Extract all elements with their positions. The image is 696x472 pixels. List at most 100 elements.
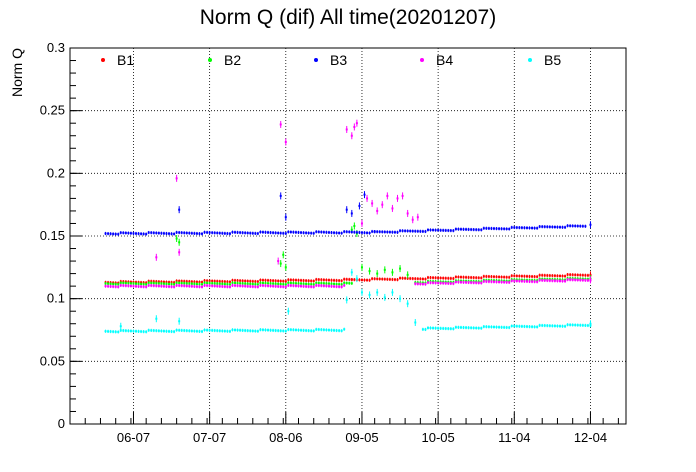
- data-point: [157, 282, 160, 285]
- data-point: [122, 282, 125, 285]
- data-point: [208, 284, 211, 287]
- data-point: [429, 326, 432, 329]
- data-point: [447, 327, 450, 330]
- data-point: [325, 231, 328, 234]
- data-point: [282, 329, 285, 332]
- data-point: [279, 329, 282, 332]
- data-point: [391, 207, 394, 210]
- data-point: [193, 285, 196, 288]
- data-point: [343, 278, 346, 281]
- data-point: [432, 281, 435, 284]
- legend-label-b1: B1: [117, 52, 134, 68]
- data-point: [109, 285, 112, 288]
- data-point: [147, 281, 150, 284]
- data-point: [147, 231, 150, 234]
- data-point: [576, 324, 579, 327]
- data-point: [416, 282, 419, 285]
- data-point: [150, 282, 153, 285]
- data-point: [564, 280, 567, 283]
- data-point: [188, 232, 191, 235]
- data-point: [249, 282, 252, 285]
- data-point: [256, 285, 259, 288]
- data-point: [211, 284, 214, 287]
- data-point: [178, 282, 181, 285]
- data-point: [119, 284, 122, 287]
- data-point: [317, 328, 320, 331]
- data-point: [249, 280, 252, 283]
- data-point: [137, 232, 140, 235]
- data-point: [444, 277, 447, 280]
- data-point: [289, 231, 292, 234]
- data-point: [294, 282, 297, 285]
- data-point: [150, 329, 153, 332]
- data-point: [140, 281, 143, 284]
- data-point: [193, 232, 196, 235]
- data-point: [300, 285, 303, 288]
- data-point: [411, 277, 414, 280]
- data-point: [155, 280, 158, 283]
- data-point: [510, 325, 513, 328]
- data-point: [589, 278, 592, 281]
- data-point: [391, 291, 394, 294]
- data-point: [338, 329, 341, 332]
- data-point: [246, 231, 249, 234]
- data-point: [175, 231, 178, 234]
- data-point: [180, 231, 183, 234]
- data-point: [310, 329, 313, 332]
- data-point: [376, 209, 379, 212]
- data-point: [127, 282, 130, 285]
- data-point: [203, 328, 206, 331]
- data-point: [492, 280, 495, 283]
- data-point: [581, 225, 584, 228]
- data-point: [543, 324, 546, 327]
- data-point: [533, 275, 536, 278]
- data-point: [218, 282, 221, 285]
- data-point: [300, 231, 303, 234]
- data-point: [244, 282, 247, 285]
- data-point: [462, 276, 465, 279]
- y-tick-label: 0.2: [47, 165, 65, 180]
- data-point: [140, 330, 143, 333]
- data-point: [355, 231, 358, 234]
- data-point: [586, 274, 589, 277]
- data-point: [401, 194, 404, 197]
- data-point: [226, 330, 229, 333]
- data-point: [465, 281, 468, 284]
- data-point: [175, 237, 178, 240]
- data-point: [574, 324, 577, 327]
- data-point: [231, 231, 234, 234]
- data-point: [206, 231, 209, 234]
- legend-label-b5: B5: [544, 52, 561, 68]
- data-point: [442, 277, 445, 280]
- data-point: [228, 330, 231, 333]
- data-point: [267, 279, 270, 282]
- data-point: [274, 282, 277, 285]
- data-point: [195, 330, 198, 333]
- data-point: [383, 268, 386, 271]
- data-point: [576, 273, 579, 276]
- data-point: [536, 227, 539, 230]
- data-point: [213, 284, 216, 287]
- data-point: [109, 282, 112, 285]
- data-point: [142, 232, 145, 235]
- data-point: [249, 285, 252, 288]
- data-point: [531, 227, 534, 230]
- data-point: [198, 232, 201, 235]
- data-point: [452, 282, 455, 285]
- data-point: [239, 282, 242, 285]
- data-point: [307, 285, 310, 288]
- data-point: [475, 228, 478, 231]
- data-point: [419, 277, 422, 280]
- data-point: [272, 231, 275, 234]
- data-point: [333, 285, 336, 288]
- data-point: [449, 327, 452, 330]
- data-point: [272, 329, 275, 332]
- data-point: [358, 278, 361, 281]
- data-point: [472, 281, 475, 284]
- data-point: [114, 283, 117, 286]
- data-point: [538, 279, 541, 282]
- plot-frame: [69, 47, 627, 425]
- data-point: [566, 323, 569, 326]
- data-point: [396, 231, 399, 234]
- data-point: [239, 231, 242, 234]
